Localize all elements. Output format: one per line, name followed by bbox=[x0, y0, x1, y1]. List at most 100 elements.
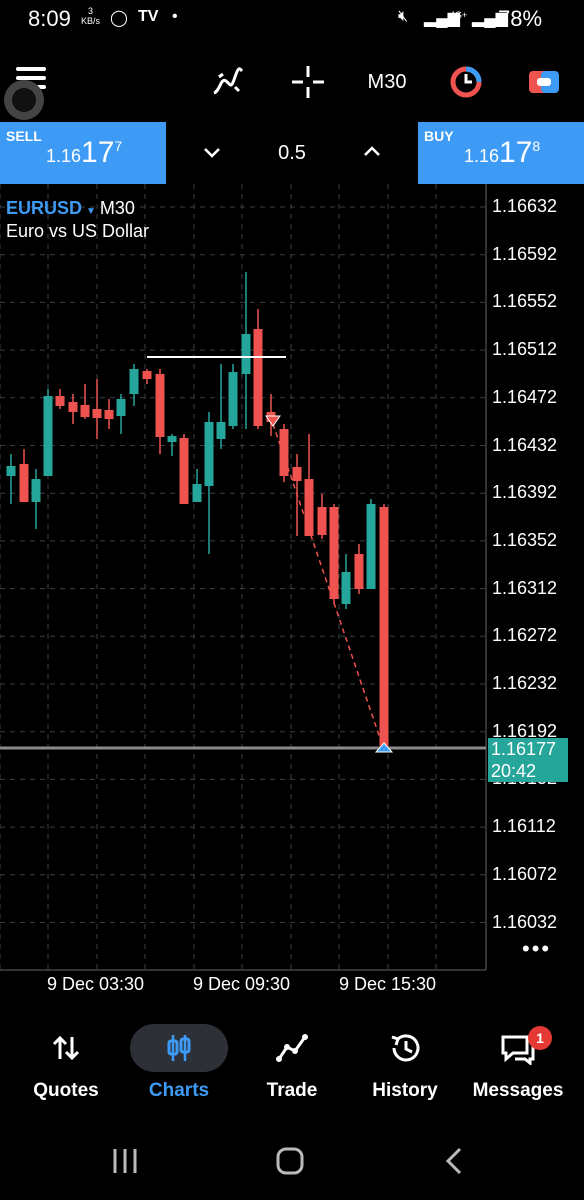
increase-lot-icon[interactable] bbox=[362, 142, 382, 162]
mute-icon: 🔇︎ bbox=[398, 8, 409, 25]
bottom-navigation: Quotes Charts Trade History 1 Messages bbox=[0, 1018, 584, 1118]
candle-body bbox=[92, 409, 102, 418]
price-label: 1.16472 bbox=[492, 386, 558, 407]
decrease-lot-icon[interactable] bbox=[202, 142, 222, 162]
candle-body bbox=[304, 479, 314, 536]
price-label: 1.16072 bbox=[492, 863, 558, 884]
chart-timeframe: M30 bbox=[99, 198, 135, 218]
sell-price-prefix: 1.16 bbox=[46, 146, 82, 166]
messages-badge: 1 bbox=[528, 1026, 552, 1050]
candle-body bbox=[6, 466, 16, 476]
network-speed-value: 3 bbox=[88, 6, 94, 16]
price-label: 1.16312 bbox=[492, 577, 558, 598]
tab-charts[interactable]: Charts bbox=[121, 1018, 237, 1102]
notification-dot-icon: • bbox=[172, 8, 178, 25]
battery-level: 78% bbox=[498, 6, 543, 31]
candle-body bbox=[68, 402, 78, 412]
buy-arrow-marker bbox=[374, 742, 394, 753]
tab-history[interactable]: History bbox=[347, 1018, 463, 1102]
signal-icon-2: ▂▄▆ bbox=[472, 10, 508, 27]
price-label: 1.16272 bbox=[492, 625, 558, 646]
timeframe-selector[interactable]: M30 bbox=[362, 64, 412, 100]
tab-history-label: History bbox=[372, 1080, 438, 1101]
recent-apps-icon[interactable] bbox=[110, 1147, 140, 1175]
price-label: 1.16112 bbox=[492, 816, 556, 837]
candle-body bbox=[55, 396, 65, 406]
sell-arrow-marker bbox=[265, 415, 281, 427]
trade-path-line bbox=[272, 423, 385, 751]
bar-countdown: 20:42 bbox=[491, 761, 537, 781]
buy-label: BUY bbox=[424, 128, 454, 144]
time-label: 9 Dec 15:30 bbox=[339, 974, 437, 994]
price-label: 1.16632 bbox=[492, 196, 558, 216]
candle-body bbox=[116, 399, 126, 416]
tab-trade[interactable]: Trade bbox=[234, 1018, 350, 1102]
current-price-tag: 1.16177 20:42 bbox=[488, 738, 568, 782]
candle-body bbox=[192, 484, 202, 502]
chart-overlays bbox=[0, 356, 486, 753]
indicators-icon[interactable] bbox=[208, 64, 248, 100]
price-label: 1.16552 bbox=[492, 291, 558, 312]
back-icon[interactable] bbox=[440, 1147, 470, 1175]
lot-selector: 0.5 bbox=[166, 122, 418, 184]
camera-cutout bbox=[4, 80, 44, 120]
symbol-selector[interactable]: EURUSD ▼ M30 bbox=[6, 198, 135, 219]
tradingview-icon: TV bbox=[138, 8, 159, 25]
tab-charts-label: Charts bbox=[148, 1080, 210, 1101]
candle-body bbox=[155, 374, 165, 437]
candle-body bbox=[366, 504, 376, 589]
symbol-name: EURUSD bbox=[6, 198, 83, 218]
price-label: 1.16432 bbox=[492, 434, 558, 455]
tab-messages[interactable]: 1 Messages bbox=[460, 1018, 576, 1102]
buy-price: 1.16178 bbox=[464, 136, 540, 170]
price-label: 1.16592 bbox=[492, 243, 558, 264]
buy-price-big: 17 bbox=[499, 136, 533, 169]
sell-price: 1.16177 bbox=[46, 136, 122, 170]
candle-body bbox=[253, 329, 263, 426]
whatsapp-icon: ◯ bbox=[110, 10, 128, 27]
current-price: 1.16177 bbox=[491, 739, 557, 759]
tab-trade-label: Trade bbox=[266, 1080, 318, 1101]
price-chart[interactable]: EURUSD ▼ M30 Euro vs US Dollar 1.16632 1.16… bbox=[0, 184, 584, 1004]
chat-icon bbox=[460, 1018, 576, 1078]
candle-body bbox=[216, 422, 226, 439]
chart-canvas[interactable] bbox=[0, 184, 584, 1004]
price-label: 1.16032 bbox=[492, 911, 558, 932]
system-navigation bbox=[0, 1135, 584, 1190]
candles bbox=[6, 272, 389, 752]
price-label: 1.16192 bbox=[492, 720, 558, 741]
candle-body bbox=[179, 438, 189, 504]
buy-button[interactable]: BUY 1.16178 bbox=[418, 122, 584, 184]
arrows-updown-icon bbox=[8, 1018, 124, 1078]
candle-body bbox=[80, 405, 90, 417]
time-label: 9 Dec 03:30 bbox=[47, 974, 145, 994]
objects-icon[interactable] bbox=[446, 62, 486, 102]
price-label: 1.16352 bbox=[492, 529, 558, 550]
candle-body bbox=[104, 410, 114, 419]
sell-label: SELL bbox=[6, 128, 42, 144]
tab-quotes[interactable]: Quotes bbox=[8, 1018, 124, 1102]
symbol-caret-icon: ▼ bbox=[86, 206, 96, 217]
candle-body bbox=[292, 467, 302, 481]
sell-price-big: 17 bbox=[81, 136, 115, 169]
home-icon[interactable] bbox=[275, 1147, 305, 1175]
more-options-icon[interactable]: ••• bbox=[522, 936, 552, 961]
sell-button[interactable]: SELL 1.16177 bbox=[0, 122, 166, 184]
network-type: 4G+ bbox=[450, 10, 468, 20]
network-speed: 3 KB/s bbox=[81, 6, 100, 26]
candle-body bbox=[31, 479, 41, 502]
trade-icon[interactable] bbox=[524, 62, 564, 102]
crosshair-icon[interactable] bbox=[288, 62, 328, 102]
quote-bar: SELL 1.16177 0.5 BUY 1.16178 bbox=[0, 122, 584, 184]
candle-body bbox=[329, 507, 339, 599]
buy-price-prefix: 1.16 bbox=[464, 146, 500, 166]
chart-toolbar: M30 bbox=[0, 50, 584, 120]
candle-body bbox=[379, 507, 389, 746]
timeframe-label: M30 bbox=[367, 70, 407, 93]
lot-size[interactable]: 0.5 bbox=[278, 142, 306, 164]
tab-messages-label: Messages bbox=[472, 1080, 564, 1101]
candle-body bbox=[228, 372, 238, 426]
signal-icon: ▂▄▆ bbox=[424, 10, 460, 27]
status-bar: 8:09 3 KB/s ◯ TV • 🔇︎ ▂▄▆ 4G+ ▂▄▆ 78% bbox=[0, 0, 584, 40]
candle-body bbox=[167, 436, 177, 442]
